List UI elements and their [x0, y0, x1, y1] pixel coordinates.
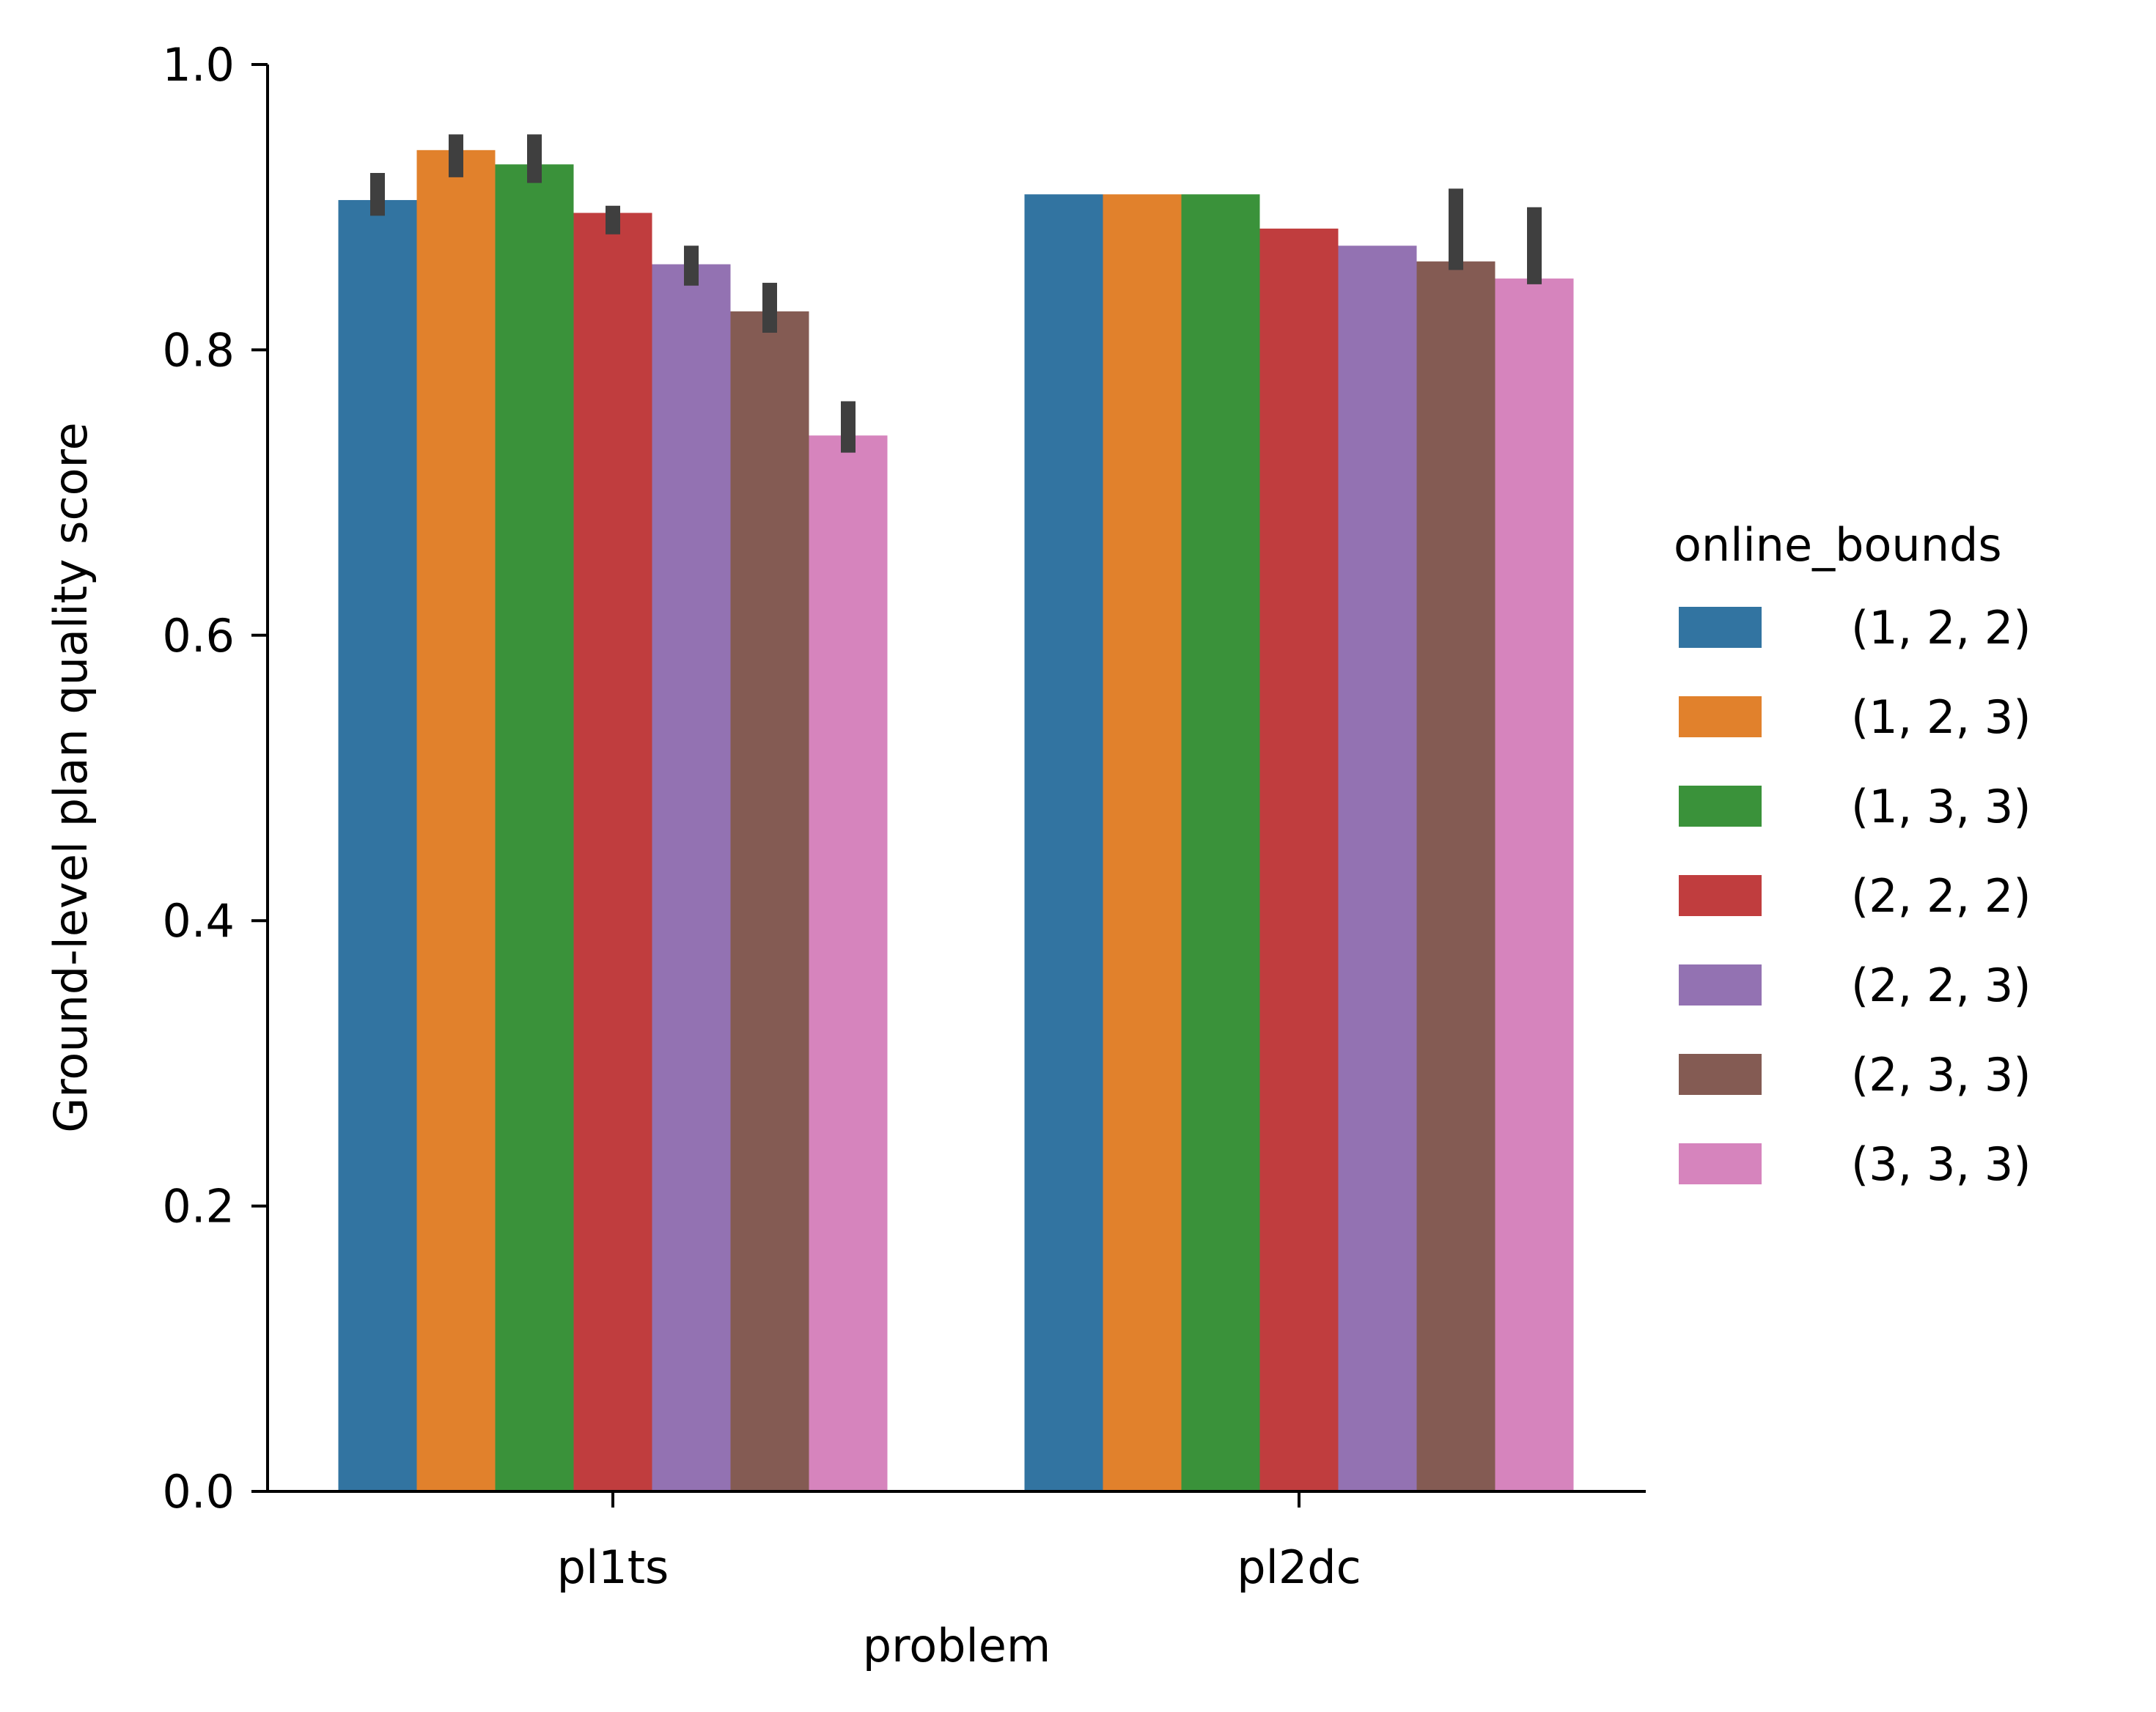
bar — [416, 150, 496, 1491]
bar — [1103, 194, 1182, 1491]
legend-label: (1, 2, 3) — [1851, 690, 2031, 744]
bar — [730, 311, 809, 1491]
legend-swatch — [1679, 1143, 1762, 1184]
bar — [1338, 246, 1417, 1491]
legend-swatch — [1679, 696, 1762, 737]
legend-swatch — [1679, 964, 1762, 1006]
legend-label: (2, 2, 2) — [1851, 869, 2031, 923]
y-tick-label: 0.8 — [162, 323, 235, 377]
bar — [809, 435, 888, 1491]
error-bars-group — [370, 134, 1542, 453]
legend-swatch — [1679, 875, 1762, 916]
legend-label: (2, 2, 3) — [1851, 959, 2031, 1012]
legend-label: (3, 3, 3) — [1851, 1137, 2031, 1191]
legend: online_bounds (1, 2, 2) (1, 2, 3) (1, 3, 3… — [1674, 518, 2031, 1191]
bar — [1259, 228, 1339, 1491]
legend-swatch — [1679, 1054, 1762, 1095]
y-tick-label: 1.0 — [162, 38, 235, 92]
y-tick-label: 0.4 — [162, 894, 235, 948]
y-axis-label: Ground-level plan quality score — [44, 422, 98, 1133]
y-tick-label: 0.0 — [162, 1465, 235, 1519]
bar — [1024, 194, 1103, 1491]
bar — [338, 199, 417, 1492]
legend-swatch — [1679, 607, 1762, 648]
bar — [495, 164, 574, 1491]
legend-label: (2, 3, 3) — [1851, 1048, 2031, 1102]
legend-swatch — [1679, 786, 1762, 827]
y-axis: 0.0 0.2 0.4 0.6 0.8 1.0 — [162, 38, 269, 1519]
legend-label: (1, 3, 3) — [1851, 780, 2031, 833]
y-tick-label: 0.2 — [162, 1180, 235, 1233]
x-tick-label: pl2dc — [1237, 1541, 1361, 1594]
bars-group — [338, 150, 1574, 1492]
bar — [1181, 194, 1260, 1491]
bar — [1416, 261, 1495, 1491]
legend-label: (1, 2, 2) — [1851, 601, 2031, 654]
x-axis: pl1ts pl2dc — [268, 1490, 1646, 1594]
x-tick-label: pl1ts — [557, 1541, 669, 1594]
bar — [1495, 278, 1574, 1491]
y-tick-label: 0.6 — [162, 609, 235, 663]
legend-title: online_bounds — [1674, 518, 2002, 572]
bar — [652, 264, 731, 1492]
x-axis-label: problem — [863, 1619, 1051, 1672]
bar — [573, 213, 652, 1491]
